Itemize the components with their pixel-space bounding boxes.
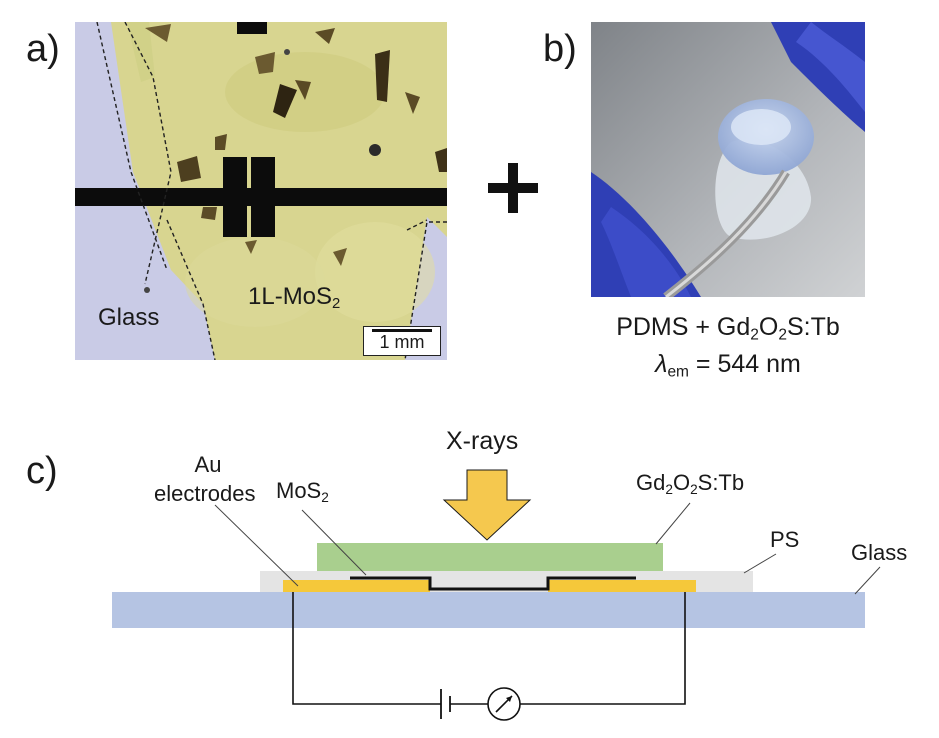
panel-c-label: c): [26, 450, 58, 492]
circuit-wire-right: [520, 592, 686, 705]
glass-label: Glass: [851, 540, 908, 565]
scintillator-photo: [591, 22, 865, 297]
au-electrode-right: [548, 580, 696, 592]
scintillator-layer: [317, 543, 663, 571]
microscope-graphic: [75, 22, 447, 360]
glass-substrate: [112, 592, 865, 628]
photo-graphic: [591, 22, 865, 297]
mos2-label: MoS2: [276, 478, 329, 505]
ps-label: PS: [770, 527, 800, 552]
xrays-label: X-rays: [446, 427, 519, 455]
scale-bar: 1 mm: [363, 326, 441, 356]
xray-arrow: [442, 469, 532, 541]
mos2-region-label: 1L-MoS2: [248, 283, 341, 313]
au-electrode-left: [283, 580, 430, 592]
au-electrodes-label-line2: electrodes: [154, 481, 256, 506]
plus-icon: [488, 163, 538, 213]
scale-bar-line: [372, 329, 432, 332]
circuit-wire-left: [292, 592, 441, 705]
panel-a-label: a): [26, 28, 60, 70]
glass-region-label: Glass: [98, 304, 160, 331]
scintillator-label: Gd2O2S:Tb: [636, 470, 745, 497]
scale-bar-label: 1 mm: [379, 332, 425, 352]
panel-b-material-caption: PDMS + Gd2O2S:Tb: [616, 313, 840, 344]
microscope-image: [75, 22, 447, 360]
panel-b-label: b): [543, 28, 577, 70]
panel-b-emission-caption: λem = 544 nm: [655, 350, 801, 381]
au-electrodes-label-line1: Au: [194, 452, 222, 477]
mos2-film: [350, 576, 636, 591]
